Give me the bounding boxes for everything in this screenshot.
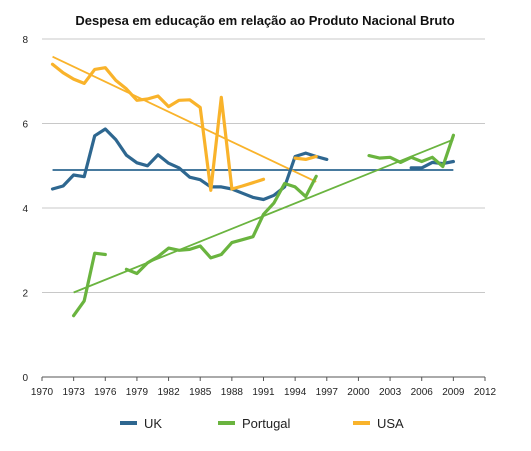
y-tick-label: 2	[22, 289, 28, 300]
series-line-portugal	[71, 251, 107, 318]
series-line-uk	[50, 127, 329, 202]
series-line-portugal	[124, 174, 318, 276]
x-tick-label: 1979	[126, 387, 149, 398]
trendline-usa	[52, 55, 317, 183]
legend-label-uk: UK	[144, 416, 162, 431]
legend-label-portugal: Portugal	[242, 416, 291, 431]
y-tick-label: 4	[22, 204, 28, 215]
series-lines	[50, 62, 455, 318]
x-tick-label: 2003	[379, 387, 402, 398]
x-tick-label: 1985	[189, 387, 212, 398]
x-tick-label: 1991	[252, 387, 275, 398]
x-tick-label: 1997	[316, 387, 339, 398]
x-tick-label: 1988	[221, 387, 244, 398]
legend-label-usa: USA	[377, 416, 404, 431]
chart-title: Despesa em educação em relação ao Produt…	[75, 13, 454, 28]
x-tick-label: 1973	[63, 387, 86, 398]
x-tick-label: 1982	[157, 387, 180, 398]
x-tick-label: 1976	[94, 387, 117, 398]
x-tick-label: 2009	[442, 387, 465, 398]
legend: UK Portugal USA	[120, 416, 404, 431]
series-line-usa	[50, 62, 266, 192]
axes: 1970 1973 1976 1979 1982 1985 1988 1991 1994 1997…	[31, 376, 497, 398]
x-tick-label: 2000	[347, 387, 370, 398]
x-tick-label: 2006	[411, 387, 434, 398]
series-line-usa	[293, 154, 318, 161]
y-tick-label: 6	[22, 120, 28, 131]
series-line-portugal	[367, 133, 455, 169]
series-line-uk	[409, 159, 455, 170]
gridlines: 0 2 4 6 8	[22, 35, 485, 384]
x-tick-label: 1994	[284, 387, 307, 398]
y-tick-label: 0	[22, 373, 28, 384]
y-tick-label: 8	[22, 35, 28, 46]
x-tick-label: 2012	[474, 387, 497, 398]
trendlines	[52, 55, 454, 294]
x-tick-label: 1970	[31, 387, 54, 398]
